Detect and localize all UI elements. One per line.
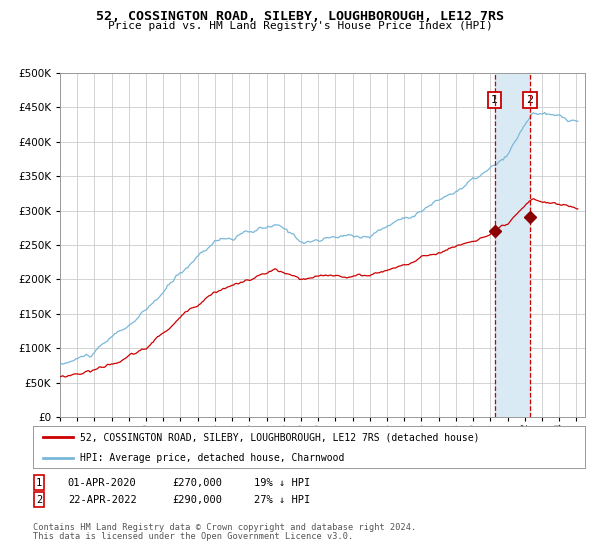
Text: 22-APR-2022: 22-APR-2022 bbox=[68, 494, 137, 505]
Text: HPI: Average price, detached house, Charnwood: HPI: Average price, detached house, Char… bbox=[80, 452, 344, 463]
Text: 27% ↓ HPI: 27% ↓ HPI bbox=[254, 494, 310, 505]
Text: Price paid vs. HM Land Registry's House Price Index (HPI): Price paid vs. HM Land Registry's House … bbox=[107, 21, 493, 31]
Text: 1: 1 bbox=[491, 95, 498, 105]
Text: Contains HM Land Registry data © Crown copyright and database right 2024.: Contains HM Land Registry data © Crown c… bbox=[33, 523, 416, 532]
Text: 19% ↓ HPI: 19% ↓ HPI bbox=[254, 478, 310, 488]
Text: £270,000: £270,000 bbox=[173, 478, 223, 488]
Text: 52, COSSINGTON ROAD, SILEBY, LOUGHBOROUGH, LE12 7RS: 52, COSSINGTON ROAD, SILEBY, LOUGHBOROUG… bbox=[96, 10, 504, 23]
Text: 1: 1 bbox=[36, 478, 42, 488]
Text: 01-APR-2020: 01-APR-2020 bbox=[68, 478, 137, 488]
Text: 52, COSSINGTON ROAD, SILEBY, LOUGHBOROUGH, LE12 7RS (detached house): 52, COSSINGTON ROAD, SILEBY, LOUGHBOROUG… bbox=[80, 432, 479, 442]
Text: 2: 2 bbox=[527, 95, 533, 105]
Text: This data is licensed under the Open Government Licence v3.0.: This data is licensed under the Open Gov… bbox=[33, 532, 353, 541]
Text: £290,000: £290,000 bbox=[173, 494, 223, 505]
Text: 2: 2 bbox=[36, 494, 42, 505]
Bar bbox=[494, 73, 530, 417]
